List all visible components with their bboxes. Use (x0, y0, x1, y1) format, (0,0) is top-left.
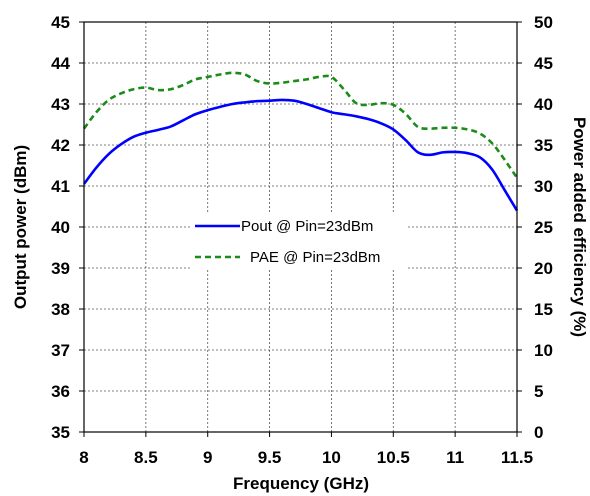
x-tick-label: 11 (446, 448, 464, 467)
y2-tick-label: 35 (534, 136, 553, 155)
y2-tick-label: 0 (534, 423, 543, 442)
y-axis-title: Output power (dBm) (11, 145, 30, 309)
series-line-pae (82, 71, 519, 179)
y2-tick-label: 5 (534, 382, 543, 401)
legend-box (190, 212, 408, 270)
y2-tick-label: 40 (534, 95, 553, 114)
y2-tick-label: 25 (534, 218, 553, 237)
x-tick-label: 8 (79, 448, 88, 467)
x-axis-title: Frequency (GHz) (233, 474, 369, 493)
x-tick-label: 11.5 (501, 448, 533, 467)
y-tick-label: 43 (51, 95, 70, 114)
x-tick-label: 9 (203, 448, 212, 467)
y2-tick-label: 10 (534, 341, 553, 360)
y-tick-label: 37 (51, 341, 70, 360)
legend-label-pout: Pout @ Pin=23dBm (241, 218, 373, 235)
y-tick-label: 35 (51, 423, 70, 442)
y-tick-label: 42 (51, 136, 70, 155)
y-tick-label: 39 (51, 259, 70, 278)
y2-tick-label: 45 (534, 54, 553, 73)
y2-tick-label: 15 (534, 300, 553, 319)
x-tick-label: 8.5 (134, 448, 158, 467)
legend: Pout @ Pin=23dBm PAE @ Pin=23dBm (190, 212, 408, 270)
x-tick-label: 10 (322, 448, 341, 467)
series-layer (82, 71, 519, 212)
y-tick-label: 44 (51, 54, 70, 73)
x-tick-label: 10.5 (377, 448, 410, 467)
y2-tick-label: 30 (534, 177, 553, 196)
y-tick-label: 38 (51, 300, 70, 319)
series-line-pout (82, 98, 519, 212)
y-tick-label: 45 (51, 13, 70, 32)
y2-tick-label: 20 (534, 259, 553, 278)
y2-axis-title: Power added efficiency (%) (570, 117, 589, 337)
y-tick-label: 41 (51, 177, 70, 196)
ticks: 8 8.5 9 9.5 10 10.5 11 11.5 35 36 37 38 39 40 41 42 43 44… (51, 13, 553, 467)
y-tick-label: 36 (51, 382, 70, 401)
y2-tick-label: 50 (534, 13, 553, 32)
y-tick-label: 40 (51, 218, 70, 237)
legend-label-pae: PAE @ Pin=23dBm (250, 249, 380, 266)
x-tick-label: 9.5 (258, 448, 282, 467)
